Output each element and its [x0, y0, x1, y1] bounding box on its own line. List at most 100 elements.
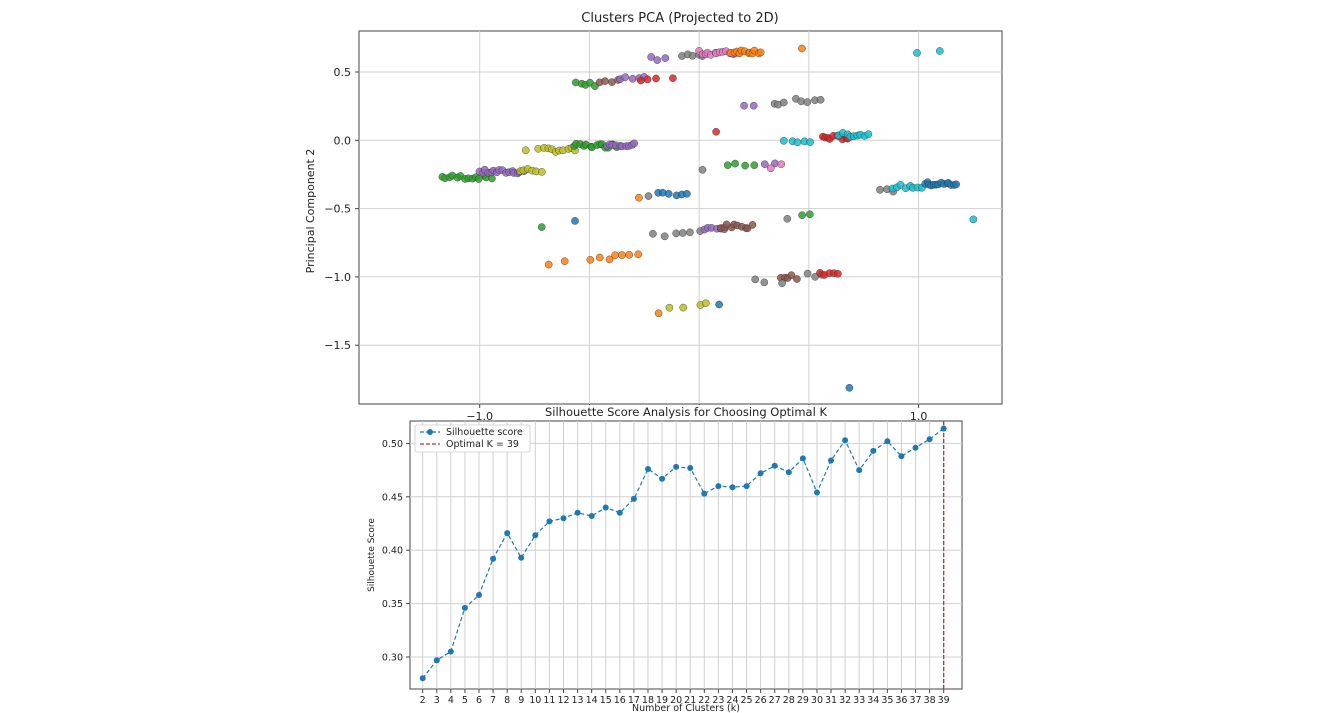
silhouette-point [856, 467, 863, 474]
scatter-point [748, 221, 757, 229]
scatter-point [652, 74, 660, 83]
scatter-point [787, 271, 796, 280]
scatter-point [621, 73, 630, 81]
silhouette-point [814, 489, 820, 496]
scatter-point [537, 223, 546, 231]
line-title: Silhouette Score Analysis for Choosing O… [545, 405, 827, 419]
scatter-grid [359, 31, 1002, 404]
scatter-point [538, 168, 546, 176]
line-x-tick-label: 19 [656, 695, 668, 706]
line-plot-area [409, 420, 963, 690]
silhouette-point [630, 495, 637, 502]
scatter-point [777, 160, 786, 168]
silhouette-point [518, 554, 525, 561]
line-x-tick-label: 7 [490, 695, 496, 706]
line-x-tick-label: 32 [839, 695, 851, 706]
scatter-point [806, 138, 814, 146]
scatter-point [643, 75, 652, 84]
line-y-tick-label: 0.30 [382, 652, 403, 663]
line-x-tick-label: 3 [434, 695, 440, 706]
line-x-tick-label: 24 [726, 695, 738, 706]
silhouette-point [799, 455, 806, 462]
legend-vline-label: Optimal K = 39 [446, 439, 519, 450]
line-x-tick-label: 27 [769, 695, 781, 706]
silhouette-point [898, 453, 905, 460]
line-x-tick-label: 14 [586, 695, 598, 706]
scatter-point [601, 77, 609, 85]
scatter-point [793, 275, 801, 283]
line-x-tick-label: 5 [462, 695, 468, 706]
line-title-backdrop [520, 405, 850, 417]
scatter-point [756, 48, 765, 57]
line-x-tick-label: 20 [670, 695, 682, 706]
scatter-point [660, 232, 669, 241]
scatter-point [618, 251, 626, 259]
silhouette-point [687, 465, 694, 471]
scatter-point [803, 269, 812, 278]
silhouette-point [757, 470, 764, 477]
line-x-tick-label: 35 [881, 695, 893, 706]
scatter-point [750, 161, 759, 169]
scatter-point [698, 165, 707, 174]
scatter-point [793, 138, 802, 147]
silhouette-point [504, 530, 511, 537]
line-x-tick-label: 17 [628, 695, 640, 706]
line-x-tick-label: 22 [698, 695, 710, 706]
scatter-point [665, 303, 674, 312]
line-x-tick-label: 11 [543, 695, 555, 706]
scatter-point [816, 96, 825, 104]
silhouette-point [645, 466, 651, 472]
scatter-y-tick-label: −1.0 [324, 271, 351, 284]
scatter-x-ticks: −1.0 1.0 [466, 404, 927, 423]
scatter-point [798, 211, 806, 219]
line-x-tick-label: 31 [825, 695, 837, 706]
line-x-tick-label: 15 [600, 695, 612, 706]
silhouette-point [842, 437, 849, 444]
scatter-point [803, 98, 812, 106]
scatter-plot-area [358, 30, 1003, 405]
scatter-point [913, 49, 921, 57]
line-x-tick-label: 9 [518, 695, 524, 706]
scatter-point [649, 229, 657, 238]
line-x-tick-label: 39 [938, 695, 950, 706]
scatter-point [637, 76, 645, 85]
line-x-tick-label: 23 [712, 695, 724, 706]
line-x-ticks: 2 3 4 5 6 7 8 9 10 11 12 13 14 15 16 17 18 19 20 21 22 23 24 25… [420, 689, 950, 706]
scatter-point [715, 300, 723, 309]
line-legend: Silhouette score Optimal K = 39 [414, 424, 531, 453]
silhouette-point [743, 483, 750, 490]
line-y-axis-title: Silhouette Score [367, 518, 377, 592]
line-x-tick-label: 21 [684, 695, 696, 706]
line-x-tick-label: 34 [867, 695, 879, 706]
scatter-point [845, 383, 854, 392]
line-y-tick-label: 0.35 [382, 599, 403, 610]
silhouette-point [926, 436, 933, 443]
line-x-tick-label: 29 [797, 695, 809, 706]
silhouette-series-line [422, 428, 945, 679]
scatter-y-tick-label: −1.5 [324, 339, 351, 352]
line-x-tick-label: 8 [504, 695, 510, 706]
silhouette-point [490, 555, 497, 562]
line-x-tick-label: 28 [783, 695, 795, 706]
scatter-point [630, 139, 639, 148]
line-x-tick-label: 18 [642, 695, 654, 706]
scatter-point [749, 101, 758, 110]
silhouette-point [419, 675, 426, 682]
scatter-point [474, 175, 483, 183]
scatter-point [635, 193, 643, 202]
line-x-tick-label: 30 [811, 695, 823, 706]
line-x-tick-label: 13 [572, 695, 584, 706]
scatter-point [702, 299, 710, 308]
silhouette-point [828, 457, 834, 464]
scatter-point [634, 250, 643, 259]
scatter-y-axis-title: Principal Component 2 [304, 149, 317, 274]
scatter-title: Clusters PCA (Projected to 2D) [581, 11, 778, 26]
line-y-tick-label: 0.40 [382, 546, 403, 557]
scatter-point [669, 74, 677, 82]
line-x-tick-label: 10 [529, 695, 541, 706]
silhouette-point [940, 425, 947, 432]
scatter-point [864, 130, 873, 138]
scatter-x-tick-label: 1.0 [910, 410, 928, 423]
line-x-tick-label: 2 [420, 695, 426, 706]
